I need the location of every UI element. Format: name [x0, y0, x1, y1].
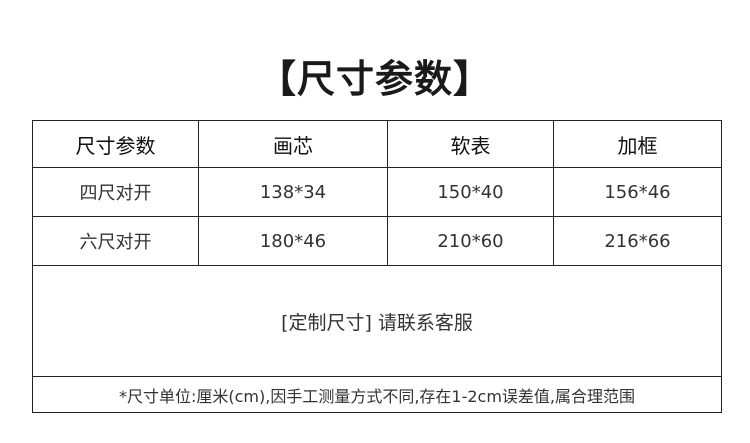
table-cell: 150*40 — [387, 167, 554, 217]
table-header-row: 尺寸参数 画芯 软表 加框 — [32, 120, 722, 168]
table-cell: 210*60 — [387, 216, 554, 266]
header-cell: 尺寸参数 — [32, 120, 199, 168]
table-cell: 138*34 — [198, 167, 388, 217]
table-cell: 180*46 — [198, 216, 388, 266]
header-cell: 软表 — [387, 120, 554, 168]
header-cell: 加框 — [553, 120, 722, 168]
size-table: 尺寸参数 画芯 软表 加框 四尺对开 138*34 150*40 156*46 … — [32, 120, 722, 413]
custom-size-row: [定制尺寸] 请联系客服 — [32, 265, 722, 377]
table-cell: 216*66 — [553, 216, 722, 266]
table-row: 四尺对开 138*34 150*40 156*46 — [32, 167, 722, 217]
footnote-row: *尺寸单位:厘米(cm),因手工测量方式不同,存在1-2cm误差值,属合理范围 — [32, 376, 722, 413]
custom-size-note: [定制尺寸] 请联系客服 — [32, 265, 722, 377]
header-cell: 画芯 — [198, 120, 388, 168]
table-cell: 四尺对开 — [32, 167, 199, 217]
table-row: 六尺对开 180*46 210*60 216*66 — [32, 216, 722, 266]
page-title: 【尺寸参数】 — [257, 57, 492, 101]
table-cell: 六尺对开 — [32, 216, 199, 266]
table-cell: 156*46 — [553, 167, 722, 217]
footnote: *尺寸单位:厘米(cm),因手工测量方式不同,存在1-2cm误差值,属合理范围 — [32, 376, 722, 413]
